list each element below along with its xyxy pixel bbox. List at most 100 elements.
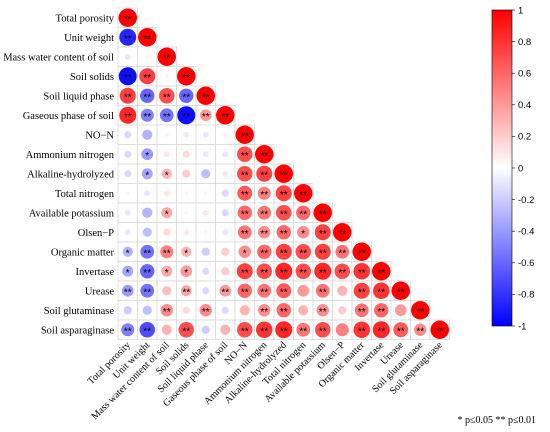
corr-circle [221, 306, 229, 314]
significance-mark: * [145, 170, 149, 181]
corr-circle [144, 190, 151, 197]
significance-mark: * [184, 248, 188, 259]
corr-circle [256, 165, 273, 182]
corr-circle [196, 86, 215, 105]
corr-circle [139, 322, 155, 338]
corr-circle [352, 242, 371, 261]
corr-circle [203, 230, 208, 235]
corr-circle [164, 132, 169, 137]
corr-circle [177, 67, 196, 86]
corr-circle [139, 68, 156, 85]
corr-circle [333, 223, 352, 242]
significance-mark: ** [319, 248, 327, 259]
corr-circle [122, 265, 134, 277]
significance-mark: ** [299, 209, 307, 220]
corr-circle [202, 151, 209, 158]
corr-circle [140, 244, 155, 259]
significance-mark: ** [241, 229, 249, 240]
corr-circle [181, 246, 192, 257]
corr-circle [184, 191, 189, 196]
corr-circle [203, 191, 208, 196]
colorbar-tick-label: 0.6 [518, 69, 531, 80]
row-label: NO−N [85, 131, 114, 142]
corr-circle [145, 54, 150, 59]
significance-mark: ** [260, 229, 268, 240]
corr-circle [161, 265, 173, 277]
significance-mark: * [301, 229, 305, 240]
footnote-text: * p≤0.05 ** p≤0.01 [457, 415, 536, 426]
significance-mark: * [126, 248, 130, 259]
row-label: Soil asparaginase [41, 326, 115, 337]
colorbar-tick-label: 0.4 [518, 100, 531, 111]
corr-circle [201, 247, 210, 256]
row-label: Mass water content of soil [3, 53, 114, 64]
corr-circle [160, 245, 174, 259]
corr-circle [140, 283, 155, 298]
significance-mark: ** [241, 326, 249, 337]
significance-mark: ** [319, 307, 327, 318]
corr-circle [275, 262, 293, 280]
significance-mark: ** [416, 326, 424, 337]
corr-circle [140, 108, 154, 122]
corr-circle [122, 246, 133, 257]
corr-circle [335, 244, 350, 259]
row-label: Ammonium nitrogen [26, 150, 115, 161]
significance-mark: ** [299, 326, 307, 337]
corr-circle [316, 304, 329, 317]
corr-circle [223, 132, 228, 137]
significance-mark: ** [280, 326, 288, 337]
significance-mark: ** [260, 170, 268, 181]
significance-mark: ** [436, 326, 444, 337]
significance-mark: ** [397, 326, 405, 337]
significance-mark: ** [299, 248, 307, 259]
significance-mark: ** [260, 190, 268, 201]
corr-circle [237, 146, 253, 162]
significance-mark: ** [358, 268, 366, 279]
row-label: Soil liquid phase [43, 92, 114, 103]
corr-circle [159, 108, 174, 123]
corr-circle [237, 283, 252, 298]
corr-circle [257, 283, 272, 298]
corr-circle [391, 281, 410, 300]
significance-mark: ** [202, 112, 210, 123]
significance-mark: ** [241, 190, 249, 201]
corr-circle [124, 131, 132, 139]
corr-circle [183, 229, 190, 236]
corr-circle [353, 262, 371, 280]
corr-circle [162, 286, 172, 296]
corr-circle [276, 283, 292, 299]
corr-circle [124, 150, 132, 158]
corr-circle [237, 225, 252, 240]
corr-circle [182, 306, 190, 314]
significance-footnote: * p≤0.05 ** p≤0.01 [458, 415, 536, 426]
corr-circle [163, 228, 171, 236]
significance-mark: ** [319, 287, 327, 298]
row-label: Unit weight [64, 33, 114, 44]
colorbar-tick-label: -0.4 [518, 227, 534, 238]
corr-circle [297, 284, 310, 297]
corr-circle [199, 304, 212, 317]
significance-mark: ** [377, 287, 385, 298]
significance-mark: ** [143, 268, 151, 279]
significance-mark: ** [124, 14, 132, 25]
significance-mark: ** [416, 307, 424, 318]
significance-mark: * [126, 268, 130, 279]
corr-circle [374, 303, 389, 318]
corr-circle [315, 283, 330, 298]
significance-mark: ** [124, 73, 132, 84]
corr-circle [338, 306, 347, 315]
significance-mark: ** [163, 112, 171, 123]
corr-circle [118, 8, 137, 27]
corr-circle [125, 191, 130, 196]
significance-mark: ** [280, 248, 288, 259]
significance-mark: ** [182, 326, 190, 337]
significance-mark: ** [260, 307, 268, 318]
significance-mark: ** [202, 307, 210, 318]
corr-circle [255, 321, 273, 339]
corr-circle [258, 304, 271, 317]
significance-mark: ** [319, 209, 327, 220]
significance-mark: ** [319, 268, 327, 279]
corr-circle [275, 185, 292, 202]
corr-circle [124, 209, 131, 216]
corr-circle [160, 304, 173, 317]
